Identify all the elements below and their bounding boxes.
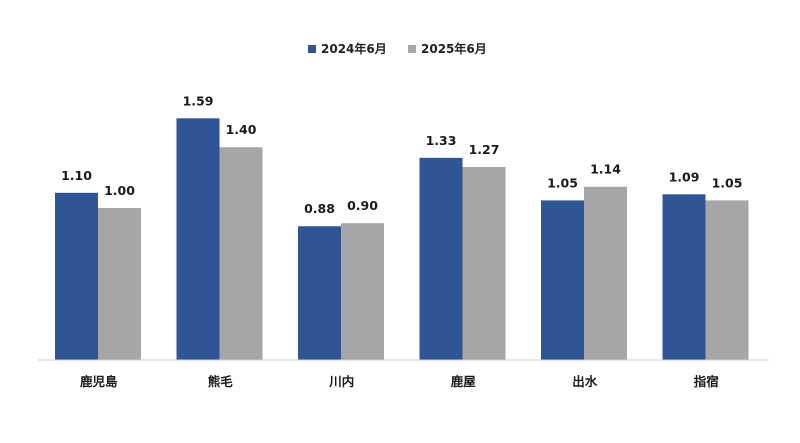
bars-group (55, 118, 749, 360)
bar-1-川内 (298, 226, 341, 360)
bar-2-鹿屋 (462, 166, 506, 360)
category-label: 出水 (572, 374, 598, 389)
category-label: 熊毛 (208, 374, 234, 389)
legend: 2024年6月 2025年6月 (308, 41, 487, 56)
value-labels-group: 1.10 1.00 1.59 1.40 0.88 0.90 1.33 1.27 1.05 1.14… (61, 93, 742, 216)
bar-2-指宿 (705, 200, 749, 360)
data-label-1-川内: 0.88 (304, 201, 335, 216)
legend-swatch-1 (308, 45, 316, 53)
bar-1-指宿 (662, 194, 706, 360)
data-label-2-指宿: 1.05 (712, 175, 743, 190)
data-label-1-指宿: 1.09 (669, 169, 700, 184)
data-label-1-出水: 1.05 (547, 175, 578, 190)
bar-2-鹿児島 (98, 208, 141, 360)
bar-2-川内 (341, 223, 384, 360)
category-label: 川内 (328, 374, 354, 389)
category-label: 鹿児島 (80, 374, 118, 389)
category-labels-group: 鹿児島 熊毛 川内 鹿屋 出水 指宿 (80, 374, 719, 389)
legend-label-2: 2025年6月 (421, 41, 487, 56)
data-label-2-鹿屋: 1.27 (469, 142, 500, 157)
category-label: 指宿 (694, 374, 719, 389)
bar-2-出水 (584, 186, 627, 360)
legend-label-1: 2024年6月 (321, 41, 387, 56)
data-label-2-鹿児島: 1.00 (104, 183, 135, 198)
data-label-2-出水: 1.14 (590, 162, 621, 177)
data-label-2-熊毛: 1.40 (226, 122, 257, 137)
bar-1-熊毛 (176, 118, 220, 360)
category-label: 鹿屋 (451, 374, 477, 389)
legend-swatch-2 (408, 45, 416, 53)
data-label-1-鹿屋: 1.33 (426, 133, 457, 148)
data-label-2-川内: 0.90 (347, 198, 378, 213)
bar-1-出水 (541, 200, 584, 360)
bar-2-熊毛 (219, 147, 263, 360)
bar-1-鹿児島 (55, 192, 98, 360)
data-label-1-鹿児島: 1.10 (61, 168, 92, 183)
data-label-1-熊毛: 1.59 (183, 93, 214, 108)
bar-1-鹿屋 (419, 157, 463, 360)
